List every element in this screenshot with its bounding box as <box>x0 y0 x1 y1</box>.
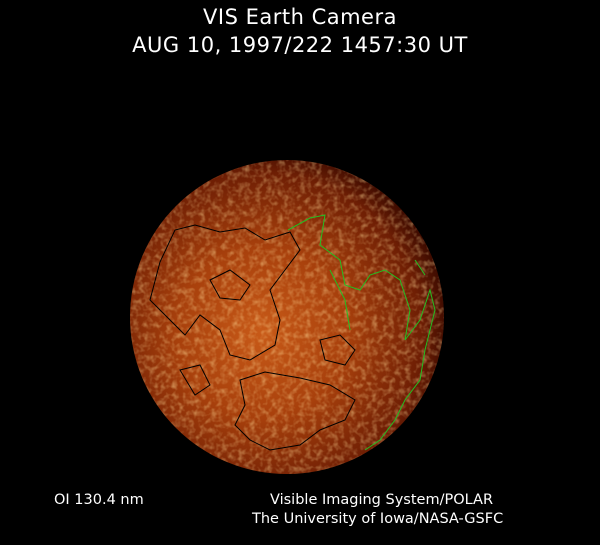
coastline-dark <box>149 224 356 451</box>
image-timestamp: AUG 10, 1997/222 1457:30 UT <box>132 33 468 57</box>
image-title: VIS Earth Camera <box>203 5 397 29</box>
wavelength-label: OI 130.4 nm <box>54 492 144 508</box>
coastline-green <box>287 214 436 451</box>
institution-label: The University of Iowa/NASA-GSFC <box>252 511 504 527</box>
auroral-texture <box>130 160 444 474</box>
instrument-label: Visible Imaging System/POLAR <box>270 492 494 508</box>
